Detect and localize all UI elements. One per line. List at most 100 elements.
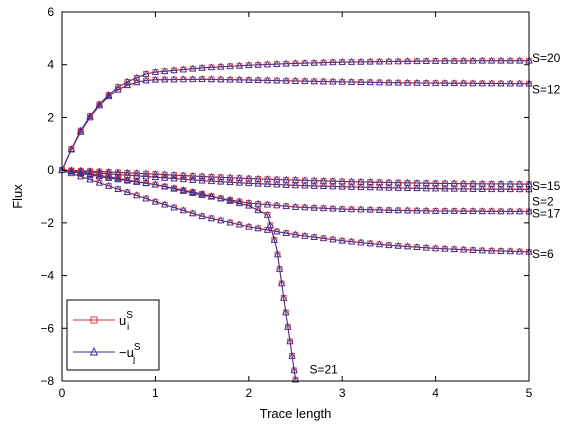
marker-triangle [319,58,328,66]
marker-triangle [161,173,169,181]
marker-triangle [161,170,169,178]
marker-triangle [273,227,281,235]
marker-triangle [226,75,234,83]
marker-triangle [413,243,421,250]
marker-triangle [151,173,160,180]
plot-area-frame [61,11,530,382]
marker-triangle [413,78,421,86]
marker-triangle [245,201,253,209]
marker-triangle [506,56,514,64]
marker-triangle [450,207,458,214]
marker-triangle [347,77,356,85]
marker-triangle [273,76,281,84]
marker-triangle [226,195,234,203]
marker-triangle [478,185,486,192]
marker-triangle [366,78,374,86]
marker-triangle [95,178,104,186]
marker-triangle [291,181,300,189]
marker-triangle [338,77,346,85]
marker-triangle [385,241,393,248]
marker-triangle [273,250,282,258]
marker-triangle [179,65,188,73]
marker-triangle [478,79,486,87]
series-label: S=15 [532,179,561,193]
marker-triangle [282,229,290,236]
y-tick-label: −6 [40,321,54,335]
marker-triangle [86,167,94,174]
marker-triangle [385,78,393,86]
marker-triangle [347,237,356,245]
marker-triangle [142,169,150,177]
marker-triangle [170,203,178,211]
y-tick-label: 4 [47,58,54,72]
y-tick-label: −2 [40,216,54,230]
marker-triangle [413,184,421,191]
marker-triangle [198,172,206,180]
marker-triangle [86,113,94,121]
marker-triangle [235,178,244,186]
marker-triangle [422,79,430,86]
marker-triangle [142,194,150,202]
marker-triangle [338,182,346,190]
marker-triangle [217,62,225,70]
marker-triangle [179,206,188,214]
marker-triangle [217,216,225,224]
marker-triangle [254,179,262,187]
marker-triangle [170,171,178,178]
marker-triangle [282,180,290,188]
marker-triangle [254,60,262,68]
marker-triangle [375,183,384,191]
marker-triangle [329,235,337,243]
marker-triangle [310,58,318,66]
marker-triangle [301,203,309,211]
marker-triangle [286,337,294,345]
y-tick-label: −8 [40,374,54,388]
marker-triangle [95,100,104,107]
marker-triangle [422,57,430,64]
marker-triangle [403,184,412,191]
y-tick-label: 2 [47,110,54,124]
marker-triangle [291,77,300,84]
marker-triangle [86,170,94,178]
marker-triangle [77,126,85,134]
marker-triangle [403,57,412,65]
legend-base: u [119,313,126,328]
legend-base: −u [119,345,134,360]
marker-triangle [86,175,94,183]
marker-triangle [235,75,244,83]
marker-triangle [347,182,356,190]
marker-triangle [245,75,253,83]
marker-triangle [366,205,374,213]
x-tick-label: 1 [152,386,159,400]
marker-triangle [170,66,178,74]
marker-triangle [338,236,346,244]
legend-entry-label: −uS [119,342,141,360]
marker-triangle [459,184,468,192]
marker-triangle [310,203,318,211]
marker-triangle [245,179,253,187]
x-axis-label: Trace length [260,406,332,421]
marker-triangle [338,58,346,65]
marker-triangle [133,191,141,199]
marker-triangle [179,186,188,193]
marker-triangle [282,76,290,84]
marker-triangle [515,79,524,87]
marker-triangle [478,207,486,214]
marker-triangle [450,245,458,252]
marker-triangle [422,206,430,214]
marker-triangle [226,218,234,226]
legend: uSi−uSj [66,299,160,371]
marker-triangle [288,351,296,359]
legend-marker-square [90,316,98,324]
marker-triangle [235,61,244,69]
marker-triangle [142,172,150,180]
marker-triangle [189,209,197,217]
marker-triangle [290,366,298,374]
marker-triangle [114,85,122,93]
marker-triangle [310,77,318,85]
marker-triangle [207,214,216,222]
marker-triangle [441,207,449,214]
marker-triangle [245,199,253,206]
marker-triangle [263,200,272,208]
marker-triangle [245,61,253,68]
